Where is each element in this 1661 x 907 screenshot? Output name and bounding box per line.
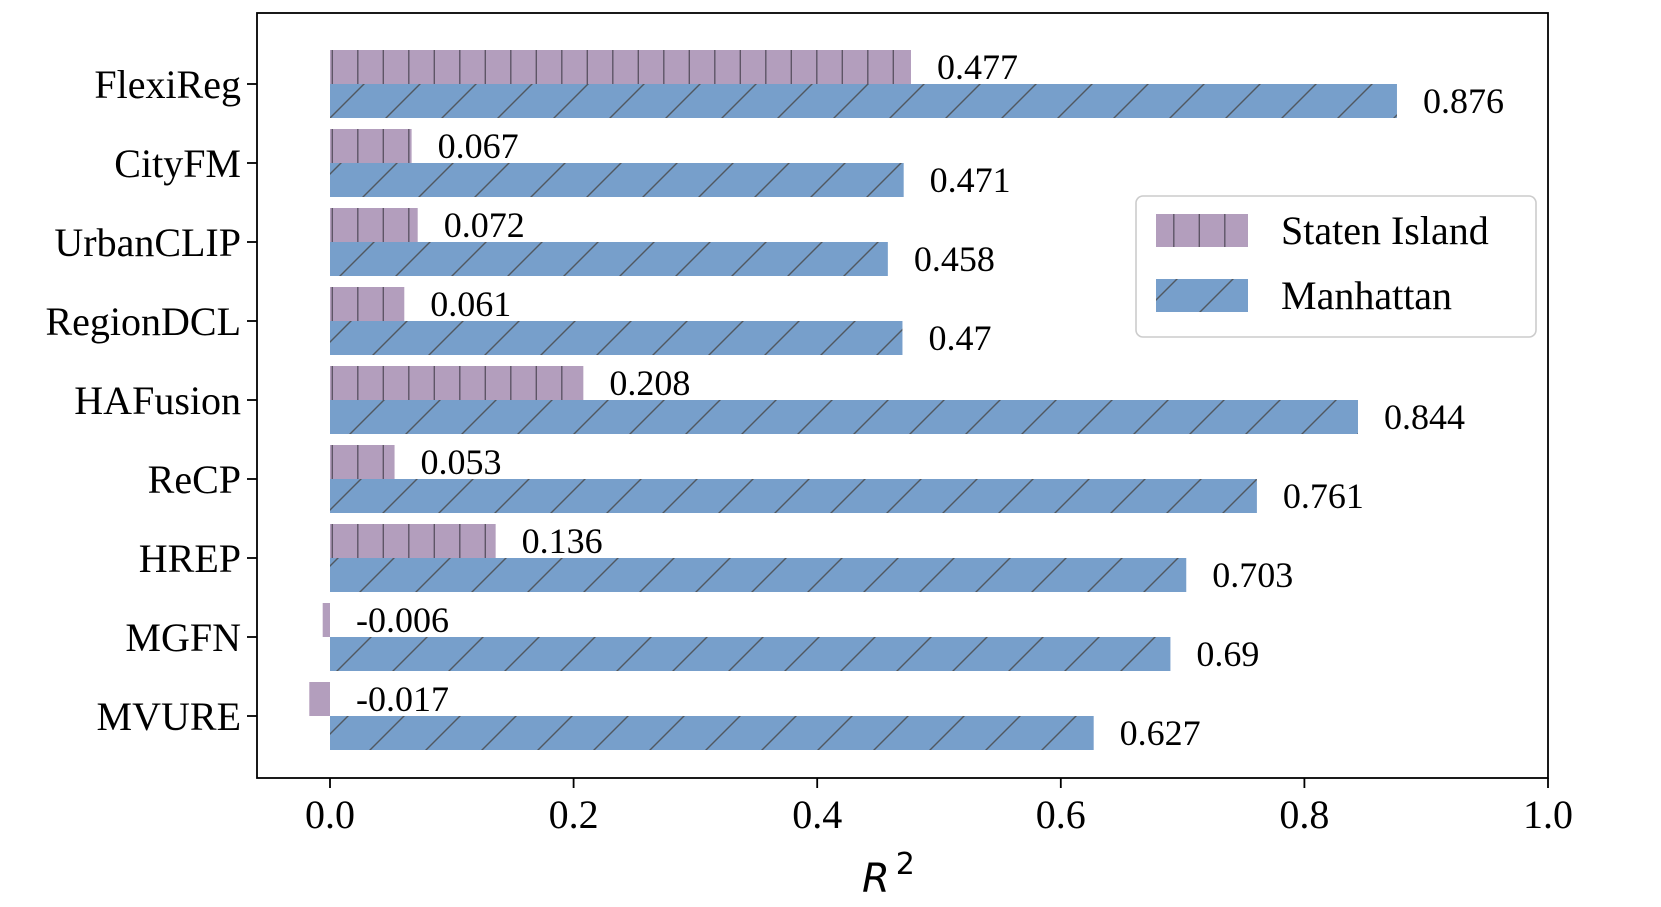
axes-layer: FlexiReg CityFM UrbanCLIP RegionDCL HAFusion… — [45, 12, 1573, 837]
value-label-staten-island-mvure: -0.017 — [356, 679, 449, 719]
y-tick-label-hafusion: HAFusion — [74, 378, 241, 423]
value-label-manhattan-recp: 0.761 — [1283, 476, 1364, 516]
value-label-manhattan-hafusion: 0.844 — [1384, 397, 1465, 437]
value-labels-layer: 0.477 0.876 0.067 0.471 0.072 0.458 0.061 0.47 0… — [356, 47, 1504, 753]
bar-manhattan-mgfn — [330, 637, 1171, 671]
legend-swatch-manhattan — [1156, 279, 1248, 312]
x-tick-label-0.2: 0.2 — [549, 792, 599, 837]
value-label-manhattan-flexireg: 0.876 — [1423, 81, 1504, 121]
y-tick-label-cityfm: CityFM — [114, 141, 241, 186]
legend-swatch-staten-island — [1156, 214, 1248, 247]
bars-layer — [309, 50, 1397, 750]
value-label-manhattan-urbanclip: 0.458 — [914, 239, 995, 279]
bar-manhattan-regiondcl — [330, 321, 903, 355]
bar-manhattan-recp — [330, 479, 1257, 513]
bar-staten-island-regiondcl — [330, 287, 405, 321]
value-label-manhattan-regiondcl: 0.47 — [928, 318, 991, 358]
x-tick-label-0.4: 0.4 — [792, 792, 842, 837]
bar-staten-island-urbanclip — [330, 208, 418, 242]
x-tick-label-0.8: 0.8 — [1279, 792, 1329, 837]
y-tick-label-flexireg: FlexiReg — [94, 62, 241, 107]
x-tick-label-1.0: 1.0 — [1523, 792, 1573, 837]
y-tick-label-mgfn: MGFN — [125, 615, 241, 660]
bar-staten-island-hafusion — [330, 366, 584, 400]
bar-manhattan-hrep — [330, 558, 1187, 592]
y-tick-label-mvure: MVURE — [97, 694, 241, 739]
value-label-manhattan-mgfn: 0.69 — [1196, 634, 1259, 674]
bar-staten-island-flexireg — [330, 50, 911, 84]
value-label-staten-island-cityfm: 0.067 — [438, 126, 519, 166]
y-tick-label-hrep: HREP — [139, 536, 241, 581]
x-tick-label-0.0: 0.0 — [305, 792, 355, 837]
legend-label-staten-island: Staten Island — [1281, 208, 1489, 253]
bar-staten-island-mgfn — [322, 603, 330, 637]
legend: Staten Island Manhattan — [1135, 195, 1537, 338]
plot-frame — [256, 12, 1549, 779]
bar-manhattan-flexireg — [330, 84, 1397, 118]
value-label-manhattan-mvure: 0.627 — [1120, 713, 1201, 753]
value-label-staten-island-regiondcl: 0.061 — [430, 284, 511, 324]
bar-staten-island-hrep — [330, 524, 496, 558]
bar-staten-island-cityfm — [330, 129, 412, 163]
value-label-staten-island-flexireg: 0.477 — [937, 47, 1018, 87]
value-label-manhattan-hrep: 0.703 — [1212, 555, 1293, 595]
value-label-staten-island-recp: 0.053 — [421, 442, 502, 482]
bar-staten-island-mvure — [309, 682, 330, 716]
bar-manhattan-hafusion — [330, 400, 1358, 434]
value-label-staten-island-hafusion: 0.208 — [609, 363, 690, 403]
x-tick-label-0.6: 0.6 — [1036, 792, 1086, 837]
y-tick-label-urbanclip: UrbanCLIP — [54, 220, 241, 265]
y-tick-label-regiondcl: RegionDCL — [45, 299, 241, 344]
bar-staten-island-recp — [330, 445, 395, 479]
value-label-manhattan-cityfm: 0.471 — [930, 160, 1011, 200]
bar-manhattan-mvure — [330, 716, 1094, 750]
value-label-staten-island-mgfn: -0.006 — [356, 600, 449, 640]
bar-manhattan-cityfm — [330, 163, 904, 197]
legend-label-manhattan: Manhattan — [1281, 273, 1452, 318]
value-label-staten-island-urbanclip: 0.072 — [444, 205, 525, 245]
bar-manhattan-urbanclip — [330, 242, 888, 276]
value-label-staten-island-hrep: 0.136 — [522, 521, 603, 561]
y-tick-label-recp: ReCP — [148, 457, 241, 502]
